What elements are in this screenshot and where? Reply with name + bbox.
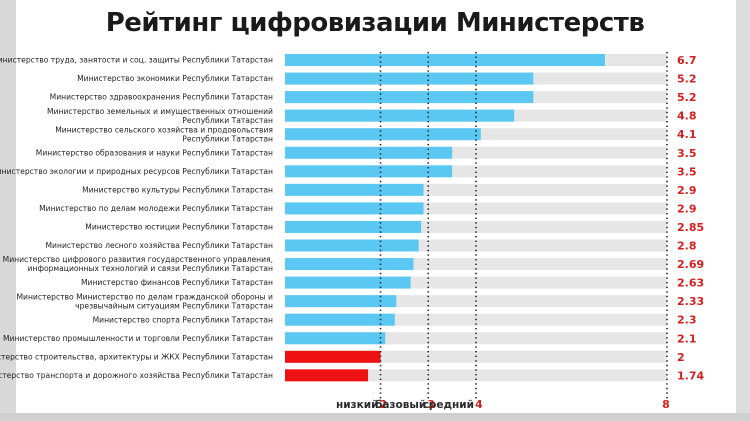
bar-1 — [285, 54, 605, 66]
bar-2 — [285, 72, 534, 85]
bar-5 — [285, 128, 481, 141]
level-name: средний — [423, 399, 474, 411]
value-label: 3.5 — [677, 165, 697, 178]
level-value: 3 — [427, 398, 435, 411]
category-label: Республики Татарстан — [182, 116, 273, 125]
frame-left — [0, 0, 16, 421]
value-label: 2.33 — [677, 295, 704, 308]
category-label: Министерство промышленности и торговли Р… — [3, 334, 273, 343]
bar-9 — [285, 202, 424, 215]
value-label: 2.9 — [677, 184, 697, 197]
bar-17 — [285, 350, 381, 363]
frame-bottom — [0, 413, 750, 421]
category-label: Министерство по делам молодежи Республик… — [39, 204, 273, 213]
bar-4 — [285, 109, 515, 122]
bar-8 — [285, 183, 424, 196]
level-name: базовый — [375, 399, 426, 411]
bar-7 — [285, 165, 453, 178]
bar-16 — [285, 332, 386, 345]
category-label: Министерство транспорта и дорожного хозя… — [0, 371, 273, 380]
bar-10 — [285, 220, 422, 233]
bar-13 — [285, 276, 411, 289]
value-label: 4.8 — [677, 110, 697, 123]
chart-title: Рейтинг цифровизации Министерств — [105, 8, 645, 38]
category-label: чрезвычайным ситуациям Республики Татарс… — [75, 301, 273, 310]
category-label: Министерство цифрового развития государс… — [3, 255, 273, 264]
value-label: 2.3 — [677, 314, 697, 327]
bar-11 — [285, 239, 419, 252]
value-label: 6.7 — [677, 54, 697, 67]
level-value: 8 — [662, 398, 670, 411]
level-value: 2 — [380, 398, 388, 411]
category-label: Министерство строительства, архитектуры … — [0, 352, 273, 361]
value-label: 2.63 — [677, 277, 704, 290]
value-label: 2.1 — [677, 332, 697, 345]
category-label: Министерство сельского хозяйства и продо… — [55, 125, 273, 134]
category-label: Республики Татарстан — [182, 134, 273, 143]
value-label: 3.5 — [677, 147, 697, 160]
value-label: 1.74 — [677, 369, 704, 382]
bar-18 — [285, 369, 369, 382]
category-label: Министерство экологии и природных ресурс… — [0, 167, 273, 176]
level-name: низкий — [336, 399, 379, 411]
value-label: 2.9 — [677, 202, 697, 215]
value-label: 5.2 — [677, 73, 697, 86]
frame-right — [736, 0, 750, 421]
category-label: Министерство земельных и имущественных о… — [47, 107, 273, 116]
value-label: 4.1 — [677, 128, 697, 141]
category-label: Министерство труда, занятости и соц. защ… — [0, 56, 273, 65]
level-value: 4 — [475, 398, 483, 411]
value-label: 2.85 — [677, 221, 704, 234]
bar-12 — [285, 258, 414, 271]
bar-6 — [285, 146, 453, 159]
value-label: 2.69 — [677, 258, 704, 271]
bar-14 — [285, 295, 397, 308]
category-label: Министерство Министерство по делам гражд… — [16, 292, 273, 301]
category-label: Министерство экономики Республики Татарс… — [77, 74, 273, 83]
category-label: Министерство финансов Республики Татарст… — [81, 278, 273, 287]
bar-3 — [285, 91, 534, 104]
category-label: Министерство юстиции Республики Татарста… — [85, 223, 273, 232]
category-label: Министерство здравоохранения Республики … — [50, 93, 273, 102]
bar-15 — [285, 313, 395, 326]
category-label: Министерство лесного хозяйства Республик… — [46, 241, 274, 250]
category-label: Министерство культуры Республики Татарст… — [82, 185, 273, 194]
value-label: 5.2 — [677, 91, 697, 104]
category-label: информационных технологий и связи Респуб… — [28, 264, 273, 273]
category-label: Министерство спорта Республики Татарстан — [93, 315, 273, 324]
value-label: 2 — [677, 351, 685, 364]
category-label: Министерство образования и науки Республ… — [36, 148, 273, 157]
value-label: 2.8 — [677, 240, 697, 253]
